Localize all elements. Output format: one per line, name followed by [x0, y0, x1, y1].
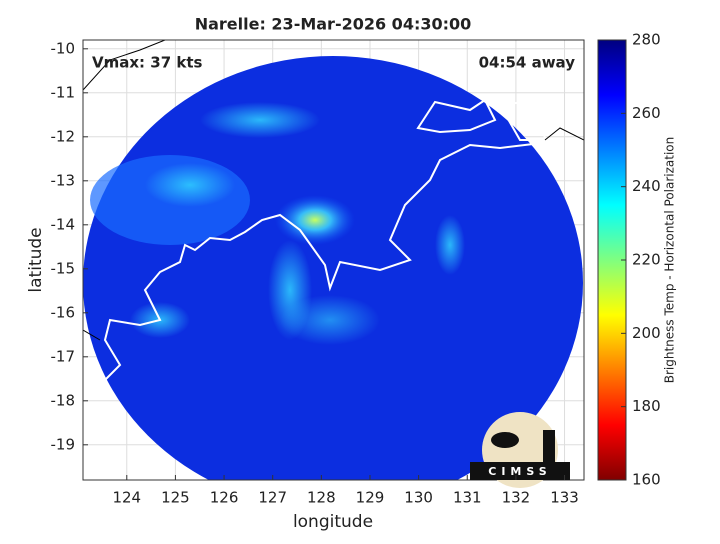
x-tick-label: 130 — [404, 489, 433, 507]
x-tick-label: 129 — [356, 489, 385, 507]
x-tick-label: 132 — [502, 489, 531, 507]
logo-text: CIMSS — [488, 465, 551, 478]
x-tick-label: 131 — [453, 489, 482, 507]
chart-title: Narelle: 23-Mar-2026 04:30:00 — [195, 15, 472, 34]
coastline — [83, 40, 166, 91]
cloud — [280, 295, 380, 345]
y-tick-label: -11 — [51, 83, 76, 101]
y-tick-label: -12 — [51, 127, 76, 145]
annotation: Vmax: 37 kts — [92, 54, 202, 72]
logo: CIMSS — [470, 412, 570, 488]
colorbar-tick-label: 160 — [632, 471, 661, 489]
x-tick-label: 133 — [550, 489, 579, 507]
y-tick-label: -15 — [51, 259, 76, 277]
y-tick-label: -19 — [51, 435, 76, 453]
colorbar-tick-label: 220 — [632, 251, 661, 269]
y-tick-label: -16 — [51, 303, 76, 321]
coastline — [83, 329, 101, 341]
x-tick-label: 127 — [258, 489, 287, 507]
y-tick-label: -10 — [51, 39, 76, 57]
cloud — [435, 215, 465, 275]
colorbar-tick-label: 280 — [632, 31, 661, 49]
x-tick-label: 128 — [307, 489, 336, 507]
colorbar-label: Brightness Temp - Horizontal Polarizatio… — [663, 137, 677, 384]
y-tick-label: -17 — [51, 347, 76, 365]
colorbar-tick-label: 180 — [632, 397, 661, 415]
cloud — [145, 163, 235, 207]
coastline — [544, 127, 584, 141]
x-axis-label: longitude — [293, 512, 373, 532]
x-tick-label: 125 — [161, 489, 190, 507]
cloud — [275, 195, 355, 245]
logo-band — [470, 462, 570, 480]
cloud — [200, 102, 320, 138]
plot-frame — [82, 39, 585, 481]
y-tick-label: -13 — [51, 171, 76, 189]
colorbar-tick-label: 200 — [632, 324, 661, 342]
x-tick-label: 126 — [210, 489, 239, 507]
logo-dish — [491, 432, 519, 448]
colorbar-tick-label: 260 — [632, 104, 661, 122]
annotation: 04:54 away — [479, 54, 576, 72]
x-tick-label: 124 — [112, 489, 141, 507]
y-tick-label: -18 — [51, 391, 76, 409]
logo-tower — [543, 430, 555, 462]
coastline — [99, 141, 551, 386]
y-axis-label: latitude — [26, 227, 46, 292]
colorbar-tick-label: 240 — [632, 177, 661, 195]
imagery — [83, 40, 584, 480]
y-tick-label: -14 — [51, 215, 76, 233]
